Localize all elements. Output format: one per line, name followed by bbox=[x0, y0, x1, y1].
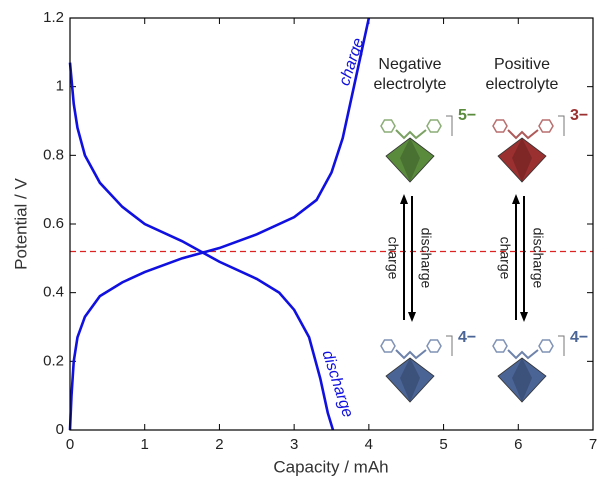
x-axis-label: Capacity / mAh bbox=[273, 457, 388, 476]
line bbox=[70, 63, 333, 430]
y-tick-label: 1 bbox=[56, 78, 64, 95]
linker bbox=[508, 350, 538, 358]
panel-title: Positive bbox=[494, 56, 550, 73]
bracket bbox=[558, 116, 564, 136]
arrow-head bbox=[512, 194, 520, 204]
charge-state: 4− bbox=[570, 329, 588, 346]
series-label: discharge bbox=[318, 348, 356, 419]
panel-title: electrolyte bbox=[374, 76, 447, 93]
arrow-label: discharge bbox=[418, 228, 434, 289]
y-tick-label: 0 bbox=[56, 421, 64, 438]
bracket bbox=[446, 116, 452, 136]
linker bbox=[396, 130, 426, 138]
x-tick-label: 4 bbox=[365, 436, 373, 453]
ring bbox=[539, 120, 553, 132]
chart: Capacity / mAh Potential / V 0 1 2 3 4 5 6 7 0 0.… bbox=[0, 0, 598, 485]
y-tick-label: 1.2 bbox=[43, 9, 64, 26]
y-axis-label: Potential / V bbox=[11, 178, 30, 270]
x-tick-label: 1 bbox=[141, 436, 149, 453]
molecule-icon bbox=[381, 116, 452, 182]
ring bbox=[381, 120, 395, 132]
arrow-label: charge bbox=[497, 237, 513, 280]
linker bbox=[508, 130, 538, 138]
ring bbox=[539, 340, 553, 352]
arrow-head bbox=[400, 194, 408, 204]
ring bbox=[427, 340, 441, 352]
charge-state: 5− bbox=[458, 107, 476, 124]
bracket bbox=[446, 336, 452, 356]
bracket bbox=[558, 336, 564, 356]
y-tick-label: 0.4 bbox=[43, 284, 64, 301]
arrow-head bbox=[520, 312, 528, 322]
ring bbox=[427, 120, 441, 132]
molecule-icon bbox=[381, 336, 452, 402]
y-tick-label: 0.8 bbox=[43, 146, 64, 163]
molecule-icon bbox=[493, 116, 564, 182]
x-tick-label: 5 bbox=[439, 436, 447, 453]
x-tick-label: 2 bbox=[215, 436, 223, 453]
arrow-label: discharge bbox=[530, 228, 546, 289]
ring bbox=[381, 340, 395, 352]
series-label: charge bbox=[336, 36, 367, 88]
x-tick-label: 6 bbox=[514, 436, 522, 453]
charge-state: 3− bbox=[570, 107, 588, 124]
linker bbox=[396, 350, 426, 358]
ring bbox=[493, 120, 507, 132]
x-tick-label: 3 bbox=[290, 436, 298, 453]
x-tick-label: 0 bbox=[66, 436, 74, 453]
arrow-label: charge bbox=[385, 237, 401, 280]
y-tick-label: 0.2 bbox=[43, 352, 64, 369]
y-tick-label: 0.6 bbox=[43, 215, 64, 232]
arrow-head bbox=[408, 312, 416, 322]
ring bbox=[493, 340, 507, 352]
panel-title: Negative bbox=[378, 56, 441, 73]
charge-state: 4− bbox=[458, 329, 476, 346]
molecule-icon bbox=[493, 336, 564, 402]
panel-title: electrolyte bbox=[486, 76, 559, 93]
x-tick-label: 7 bbox=[589, 436, 597, 453]
